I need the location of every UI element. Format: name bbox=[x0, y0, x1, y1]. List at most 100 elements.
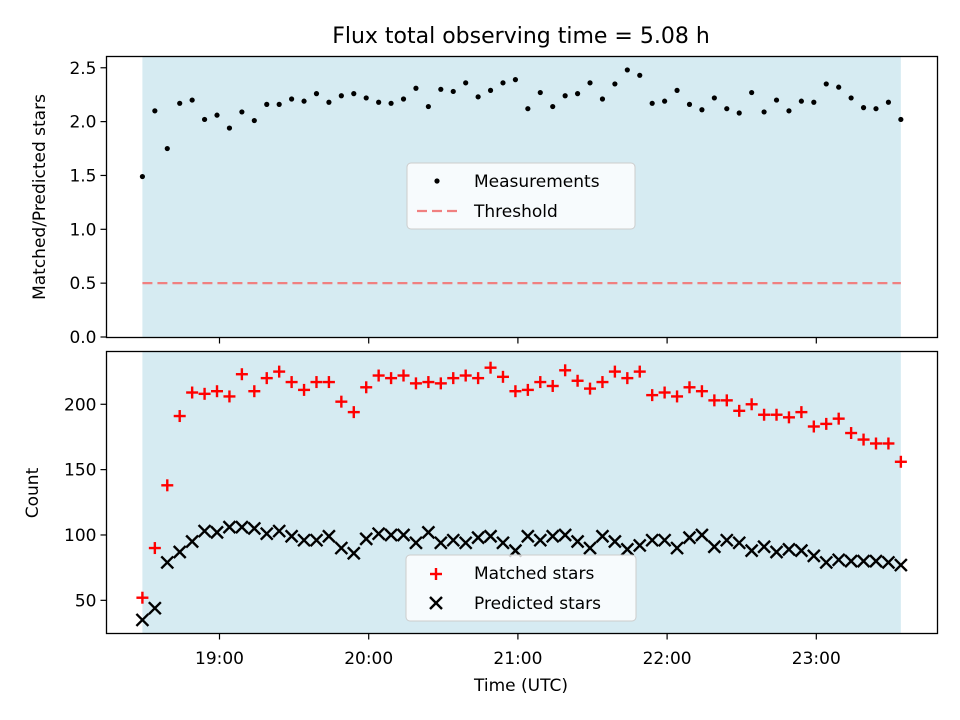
predicted-star-marker bbox=[670, 541, 684, 555]
matched-star-marker bbox=[223, 390, 236, 403]
predicted-star-marker bbox=[570, 534, 585, 549]
top-y-axis-label: Matched/Predicted stars bbox=[30, 94, 50, 300]
measurement-point bbox=[500, 80, 506, 86]
chart-title: Flux total observing time = 5.08 h bbox=[332, 24, 710, 49]
measurement-point bbox=[363, 95, 369, 101]
predicted-star-marker bbox=[322, 529, 336, 544]
matched-star-marker bbox=[372, 369, 385, 382]
measurement-point bbox=[562, 93, 568, 99]
matched-star-markers bbox=[136, 361, 907, 604]
predicted-stars-legend-marker bbox=[429, 596, 443, 610]
predicted-star-marker bbox=[409, 535, 423, 550]
measurement-point bbox=[487, 87, 494, 93]
y-tick-label: 2.0 bbox=[69, 113, 96, 133]
matched-stars-legend-marker bbox=[430, 568, 442, 580]
matched-star-marker bbox=[559, 364, 572, 377]
measurement-point bbox=[189, 97, 195, 103]
predicted-star-marker bbox=[309, 533, 324, 548]
predicted-star-marker bbox=[135, 613, 150, 627]
bottom-axes-frame bbox=[105, 350, 939, 635]
measurement-point bbox=[139, 173, 146, 180]
measurement-point bbox=[736, 110, 742, 116]
matched-star-marker bbox=[683, 381, 696, 394]
matched-star-marker bbox=[646, 389, 659, 402]
predicted-star-marker bbox=[794, 543, 809, 558]
matched-star-marker bbox=[534, 376, 547, 389]
matched-star-marker bbox=[658, 386, 671, 399]
y-tick-label: 150 bbox=[64, 461, 96, 481]
matched-star-marker bbox=[782, 411, 795, 424]
matched-star-marker bbox=[434, 377, 447, 390]
matched-star-marker bbox=[521, 383, 534, 396]
measurement-point bbox=[686, 101, 693, 107]
x-tick-label: 22:00 bbox=[643, 649, 692, 669]
predicted-star-marker bbox=[235, 520, 249, 534]
predicted-star-marker bbox=[545, 529, 560, 544]
measurement-point bbox=[711, 95, 717, 101]
matched-star-marker bbox=[235, 368, 248, 381]
matched-star-marker bbox=[745, 398, 758, 411]
measurement-point bbox=[798, 98, 804, 104]
measurement-point bbox=[898, 116, 904, 123]
predicted-star-marker bbox=[160, 555, 175, 570]
predicted-star-marker bbox=[272, 524, 287, 538]
predicted-star-marker bbox=[707, 539, 722, 554]
matched-star-marker bbox=[409, 377, 422, 390]
measurement-points bbox=[139, 67, 904, 180]
predicted-star-marker bbox=[371, 526, 386, 541]
measurement-point bbox=[873, 106, 879, 112]
predicted-star-marker bbox=[856, 554, 871, 568]
measurement-point bbox=[786, 108, 792, 114]
measurement-point bbox=[326, 99, 332, 105]
measurement-point bbox=[351, 91, 357, 97]
matched-star-marker bbox=[882, 437, 895, 450]
matched-star-marker bbox=[496, 370, 509, 383]
measurement-point bbox=[177, 100, 183, 106]
predicted-star-marker bbox=[172, 545, 187, 559]
x-tick-label: 21:00 bbox=[493, 649, 542, 669]
matched-star-marker bbox=[807, 420, 820, 433]
y-tick-label: 200 bbox=[64, 395, 96, 415]
predicted-star-marker bbox=[197, 524, 212, 538]
threshold-legend-label: Threshold bbox=[473, 202, 558, 222]
predicted-star-marker bbox=[259, 526, 274, 541]
measurement-point bbox=[773, 97, 780, 103]
measurement-point bbox=[512, 77, 519, 83]
matched-star-marker bbox=[608, 365, 621, 378]
bottom-y-axis-label: Count bbox=[23, 467, 43, 518]
bottom-legend: Matched stars Predicted stars bbox=[405, 554, 637, 622]
predicted-star-marker bbox=[384, 528, 398, 542]
matched-star-marker bbox=[484, 361, 497, 374]
bottom-y-ticks: 50 100 150 200 bbox=[64, 395, 107, 611]
y-tick-label: 2.5 bbox=[69, 59, 96, 79]
top-axes-frame bbox=[105, 55, 939, 339]
measurements-legend-label: Measurements bbox=[474, 172, 600, 192]
measurement-point bbox=[301, 98, 307, 104]
measurement-point bbox=[413, 85, 419, 91]
measurement-point bbox=[662, 98, 668, 104]
measurement-point bbox=[388, 100, 394, 106]
predicted-star-marker bbox=[521, 529, 535, 544]
y-tick-label: 1.5 bbox=[69, 166, 96, 186]
measurement-point bbox=[649, 100, 655, 106]
matched-star-marker bbox=[173, 410, 186, 423]
predicted-star-markers bbox=[135, 520, 908, 627]
measurement-point bbox=[276, 101, 282, 107]
measurement-point bbox=[587, 80, 593, 86]
measurement-point bbox=[537, 89, 543, 96]
measurement-point bbox=[214, 112, 220, 118]
matched-star-marker bbox=[161, 479, 174, 492]
predicted-star-marker bbox=[608, 534, 622, 549]
matched-star-marker bbox=[820, 417, 833, 430]
matched-star-marker bbox=[198, 387, 211, 400]
matched-star-marker bbox=[385, 372, 398, 385]
matched-star-marker bbox=[273, 365, 286, 378]
y-tick-label: 0.0 bbox=[69, 328, 96, 348]
measurement-point bbox=[376, 99, 382, 105]
matched-star-marker bbox=[758, 408, 771, 421]
measurement-point bbox=[201, 116, 208, 123]
matched-star-marker bbox=[186, 386, 199, 399]
matched-star-marker bbox=[708, 394, 721, 407]
matched-star-marker bbox=[298, 383, 311, 396]
matched-star-marker bbox=[347, 406, 360, 419]
